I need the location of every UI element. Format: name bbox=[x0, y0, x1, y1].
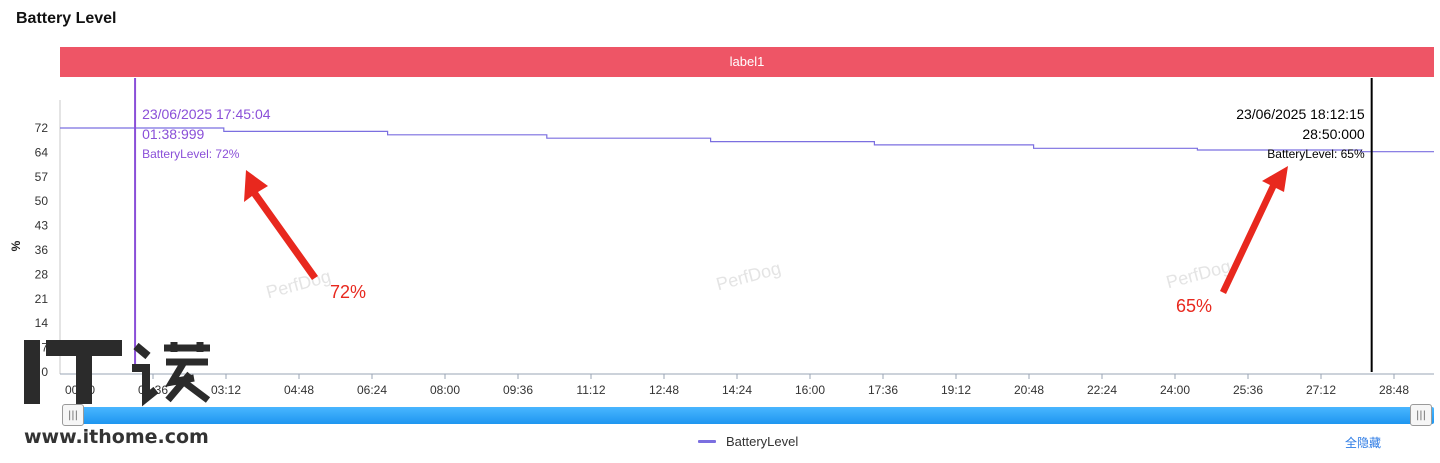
y-tick-label: 50 bbox=[35, 194, 49, 208]
y-tick-label: 21 bbox=[35, 292, 49, 306]
x-tick-label: 14:24 bbox=[722, 383, 752, 397]
x-tick-label: 24:00 bbox=[1160, 383, 1190, 397]
y-tick-label: 0 bbox=[41, 365, 48, 379]
watermark-text: PerfDog bbox=[264, 266, 333, 302]
y-tick-label: 36 bbox=[35, 243, 49, 257]
annotation-arrow-2 bbox=[1220, 166, 1288, 294]
time-range-slider[interactable] bbox=[62, 407, 1434, 424]
x-tick-label: 12:48 bbox=[649, 383, 679, 397]
cursor-1-value: BatteryLevel: 72% bbox=[142, 147, 240, 161]
x-tick-label: 20:48 bbox=[1014, 383, 1044, 397]
y-tick-label: 43 bbox=[35, 219, 49, 233]
ithome-url: www.ithome.com bbox=[24, 426, 209, 448]
x-tick-label: 08:00 bbox=[430, 383, 460, 397]
x-tick-label: 22:24 bbox=[1087, 383, 1117, 397]
x-tick-label: 11:12 bbox=[576, 383, 605, 397]
legend-label: BatteryLevel bbox=[726, 434, 799, 449]
y-tick-label: 57 bbox=[35, 170, 49, 184]
x-tick-label: 28:48 bbox=[1379, 383, 1409, 397]
label-bar: label1 bbox=[60, 47, 1434, 77]
annotation-arrow-1 bbox=[244, 170, 318, 280]
y-axis-label: % bbox=[9, 240, 23, 251]
x-tick-label: 06:24 bbox=[357, 383, 387, 397]
cursor-2-datetime: 23/06/2025 18:12:15 bbox=[1236, 106, 1365, 122]
cursor-1-elapsed: 01:38:999 bbox=[142, 126, 204, 142]
y-tick-label: 14 bbox=[35, 316, 49, 330]
annotation-label-2: 65% bbox=[1176, 296, 1212, 316]
hide-all-link[interactable]: 全隐藏 bbox=[1345, 436, 1382, 450]
x-tick-label: 16:00 bbox=[795, 383, 825, 397]
x-tick-label: 25:36 bbox=[1233, 383, 1263, 397]
ithome-logo bbox=[24, 340, 211, 407]
x-tick-label: 19:12 bbox=[941, 383, 971, 397]
y-tick-label: 28 bbox=[35, 267, 49, 281]
annotation-label-1: 72% bbox=[330, 282, 366, 302]
y-tick-label: 72 bbox=[35, 121, 49, 135]
y-tick-label: 64 bbox=[35, 145, 49, 159]
slider-left-handle[interactable]: ||| bbox=[62, 404, 84, 426]
page-title: Battery Level bbox=[16, 10, 117, 27]
cursor-2-elapsed: 28:50:000 bbox=[1302, 126, 1364, 142]
legend[interactable]: BatteryLevel bbox=[698, 434, 798, 449]
slider-right-handle[interactable]: ||| bbox=[1410, 404, 1432, 426]
y-tick-label: 7 bbox=[41, 341, 48, 355]
x-tick-label: 04:48 bbox=[284, 383, 314, 397]
series-line-batterylevel bbox=[60, 127, 1434, 153]
x-tick-label: 17:36 bbox=[868, 383, 898, 397]
cursor-2-value: BatteryLevel: 65% bbox=[1267, 147, 1365, 161]
x-tick-label: 09:36 bbox=[503, 383, 533, 397]
x-tick-label: 27:12 bbox=[1306, 383, 1336, 397]
cursor-1-datetime: 23/06/2025 17:45:04 bbox=[142, 106, 271, 122]
watermark-text: PerfDog bbox=[714, 258, 783, 294]
x-tick-label: 03:12 bbox=[211, 383, 241, 397]
legend-swatch bbox=[698, 440, 716, 443]
